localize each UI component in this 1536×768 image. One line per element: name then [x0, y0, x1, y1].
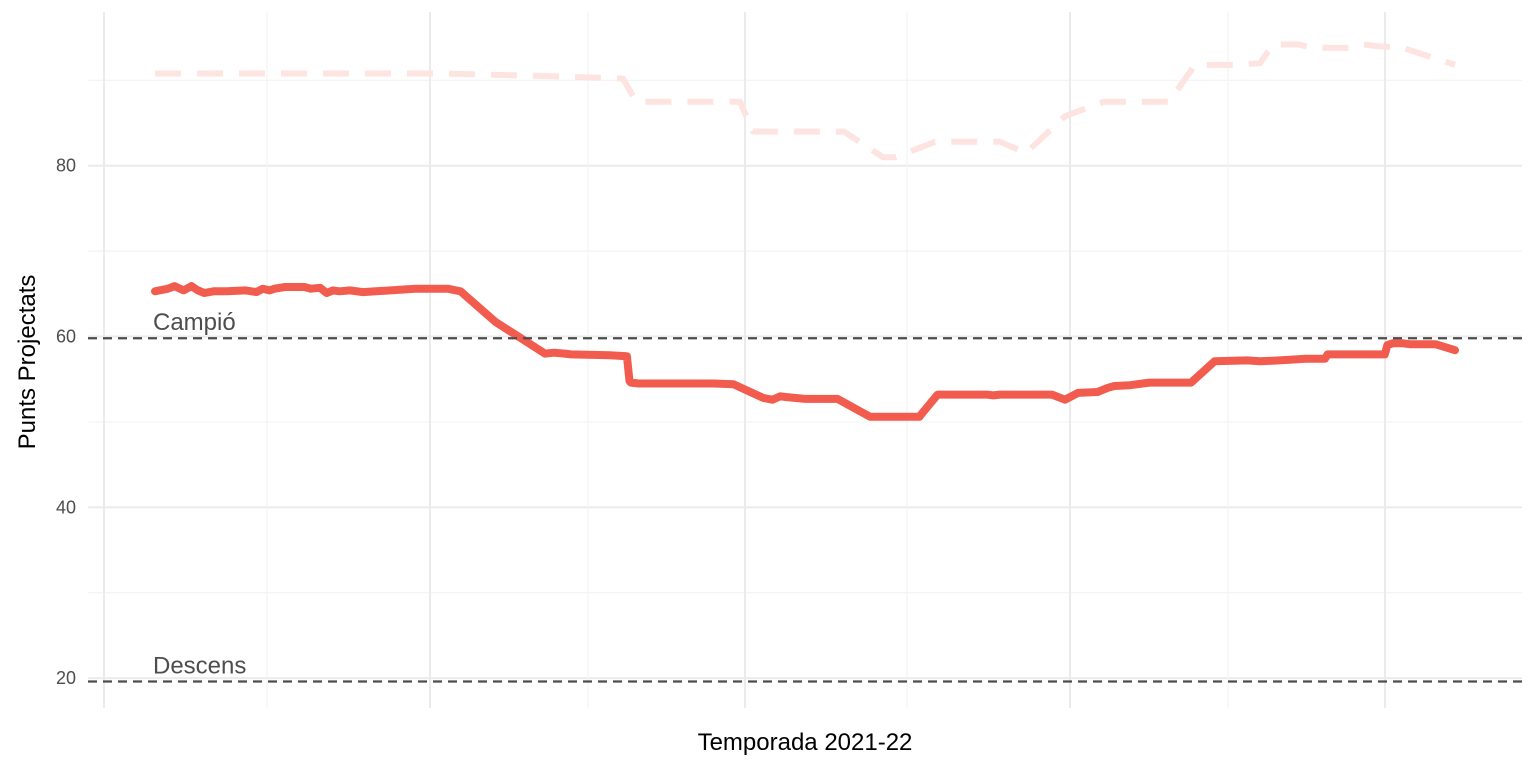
- y-tick-label: 60: [56, 327, 76, 347]
- y-tick-label: 40: [56, 497, 76, 517]
- comparison-series-line: [155, 41, 1456, 161]
- reference-line-label: Campió: [153, 309, 236, 336]
- y-tick-label: 20: [56, 668, 76, 688]
- grid: [88, 12, 1522, 708]
- y-tick-label: 80: [56, 156, 76, 176]
- reference-lines: Campió Descens: [88, 309, 1522, 683]
- projected-points-line: [151, 282, 1459, 421]
- y-axis-ticks: 20 40 60 80: [56, 156, 76, 688]
- reference-line-label: Descens: [153, 653, 246, 680]
- y-axis-title: Punts Projectats: [14, 275, 41, 450]
- x-axis-title: Temporada 2021-22: [698, 729, 913, 756]
- series-layer: [151, 41, 1459, 421]
